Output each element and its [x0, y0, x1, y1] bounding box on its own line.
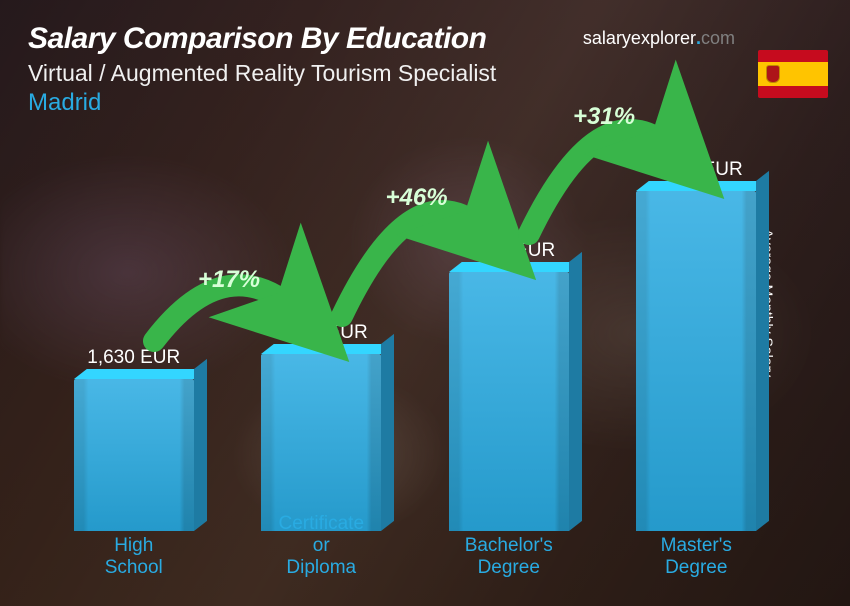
- brand-watermark: salaryexplorer.com: [583, 28, 735, 49]
- bar-label: High School: [87, 535, 181, 579]
- brand-text: salaryexplorer: [583, 28, 696, 48]
- bar-label: Bachelor's Degree: [465, 535, 553, 579]
- location: Madrid: [28, 89, 822, 117]
- arcs-container: +17%+46%+31%: [40, 130, 790, 531]
- increase-arc: +46%: [40, 130, 41, 131]
- increase-label: +17%: [198, 266, 260, 294]
- increase-arc: +31%: [40, 130, 41, 131]
- bar-label: Master's Degree: [661, 535, 732, 579]
- spain-flag-icon: [758, 50, 828, 98]
- infographic-content: Salary Comparison By Education Virtual /…: [0, 0, 850, 606]
- brand-tld: com: [701, 28, 735, 48]
- increase-arc: +17%: [40, 130, 41, 131]
- header: Salary Comparison By Education Virtual /…: [0, 0, 850, 117]
- subtitle: Virtual / Augmented Reality Tourism Spec…: [28, 60, 822, 87]
- bar-chart: 1,630 EURHigh School1,900 EURCertificate…: [40, 130, 790, 581]
- increase-label: +46%: [386, 184, 448, 212]
